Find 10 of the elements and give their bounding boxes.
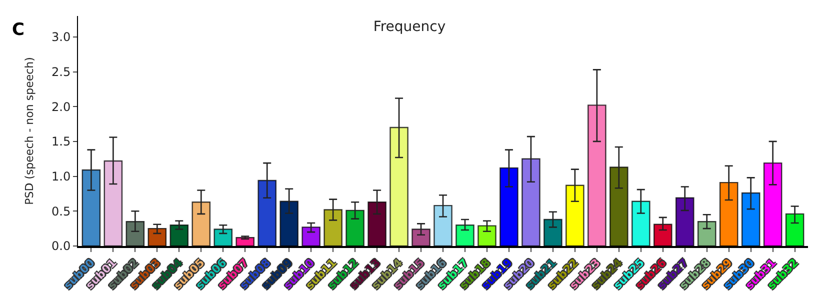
y-tick-label: 0.0 [52,239,71,254]
y-tick-label: 2.5 [52,64,71,79]
y-tick-label: 1.0 [52,170,71,184]
y-axis-title: PSD (speech - non speech) [23,57,36,205]
y-tick-label: 1.5 [52,134,71,149]
y-tick-label: 3.0 [52,30,71,44]
text: C [12,20,24,40]
chart-title: Frequency [373,19,446,36]
y-tick-label: 2.0 [52,100,71,114]
y-tick-label: 0.5 [52,204,71,218]
